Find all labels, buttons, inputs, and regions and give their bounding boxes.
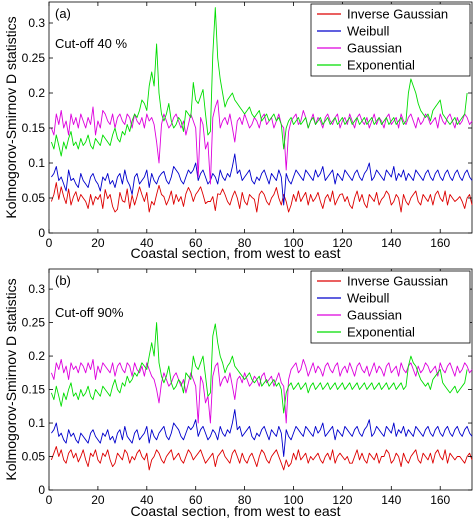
y-tick-label: 0.3: [28, 16, 45, 30]
legend-entry: Exponential: [347, 325, 415, 340]
x-tick-label: 60: [189, 493, 203, 507]
legend: Inverse Gaussian Weibull Gaussian Exponenti…: [310, 3, 471, 77]
x-tick-label: 140: [381, 493, 401, 507]
y-axis-label: Kolmogorov-Smirnov D statistics: [3, 278, 19, 480]
x-tick-label: 120: [332, 493, 352, 507]
y-tick-label: 0.2: [28, 349, 45, 363]
series-line-gaussian: [50, 358, 473, 424]
y-tick-label: 0: [38, 226, 45, 240]
y-tick-label: 0.25: [22, 316, 46, 330]
x-tick-label: 40: [140, 493, 154, 507]
y-tick-label: 0: [38, 483, 45, 497]
y-tick-label: 0.05: [22, 450, 46, 464]
chart-panel-a: 0 20 40 60 80 100 120 140 160 0 0.05 0.1 0.15 0.2 0.25…: [3, 1, 473, 261]
legend-entry: Gaussian: [347, 308, 402, 323]
x-tick-label: 20: [91, 236, 105, 250]
legend-entry: Gaussian: [347, 41, 402, 56]
series-line-gaussian: [50, 99, 473, 185]
series-line-exponential: [50, 322, 468, 414]
x-axis-label: Coastal section, from west to east: [130, 503, 340, 519]
x-tick-label: 140: [381, 236, 401, 250]
x-tick-label: 40: [140, 236, 154, 250]
y-tick-label: 0.15: [22, 383, 46, 397]
x-tick-label: 80: [238, 493, 252, 507]
x-tick-label: 60: [189, 236, 203, 250]
legend-entry: Inverse Gaussian: [347, 7, 448, 22]
x-tick-label: 160: [430, 236, 450, 250]
y-tick-label: 0.25: [22, 51, 46, 65]
y-tick-label: 0.05: [22, 191, 46, 205]
series-line-weibull: [51, 153, 473, 206]
legend-entry: Inverse Gaussian: [347, 274, 448, 289]
y-tick-label: 0.1: [28, 156, 45, 170]
legend-entry: Weibull: [347, 291, 390, 306]
cutoff-annotation: Cut-off 40 %: [55, 36, 127, 51]
chart-panel-b: 0 20 40 60 80 100 120 140 160 0 0.05 0.1 0.15 0.2 0.25…: [3, 268, 473, 519]
series-line-inverse-gaussian: [50, 182, 473, 213]
y-tick-label: 0.3: [28, 282, 45, 296]
x-tick-label: 120: [332, 236, 352, 250]
legend-entry: Exponential: [347, 58, 415, 73]
x-tick-label: 80: [238, 236, 252, 250]
legend-box: [310, 3, 471, 77]
x-tick-label: 100: [283, 493, 303, 507]
x-axis-label: Coastal section, from west to east: [130, 245, 340, 261]
y-tick-label: 0.2: [28, 86, 45, 100]
x-tick-label: 20: [91, 493, 105, 507]
x-tick-label: 0: [46, 236, 53, 250]
x-tick-label: 100: [283, 236, 303, 250]
y-tick-label: 0.15: [22, 121, 46, 135]
x-tick-label: 0: [46, 493, 53, 507]
legend: Inverse Gaussian Weibull Gaussian Exponenti…: [310, 270, 471, 344]
series-line-weibull: [51, 409, 473, 457]
y-axis-label: Kolmogorov-Smirnov D statistics: [3, 16, 19, 218]
legend-entry: Weibull: [347, 24, 390, 39]
series-line-inverse-gaussian: [50, 446, 473, 471]
cutoff-annotation: Cut-off 90%: [55, 305, 124, 320]
legend-box: [310, 270, 471, 344]
y-tick-label: 0.1: [28, 416, 45, 430]
panel-label: (b): [55, 273, 71, 288]
x-tick-label: 160: [430, 493, 450, 507]
series-line-exponential: [50, 7, 468, 157]
panel-label: (a): [55, 6, 71, 21]
